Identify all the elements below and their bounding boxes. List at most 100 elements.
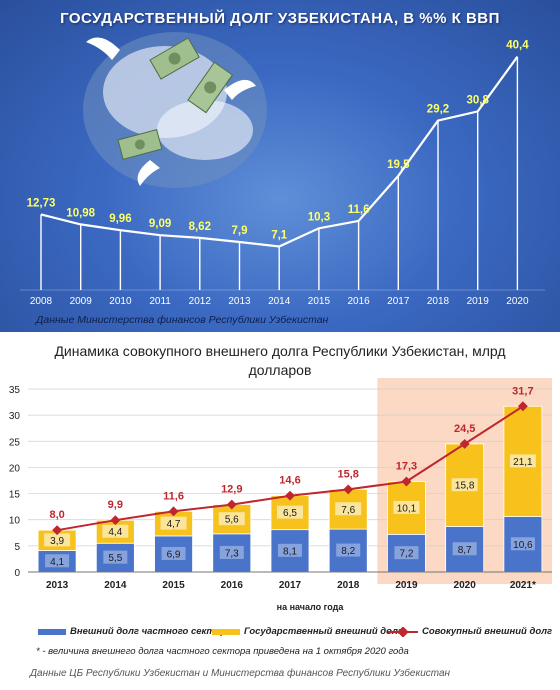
x-axis-title: на начало года	[276, 602, 344, 612]
data-label-private: 8,2	[341, 546, 355, 557]
external-debt-chart-title: Динамика совокупного внешнего долга Респ…	[54, 343, 506, 378]
label-box-state	[509, 454, 536, 468]
x-tick-label: 2018	[427, 296, 450, 307]
data-label: 30,8	[467, 94, 490, 106]
legend-swatch-total	[388, 626, 418, 637]
data-label-total: 12,9	[221, 484, 242, 496]
label-box-state	[335, 502, 362, 516]
data-label-total: 8,0	[49, 509, 64, 521]
data-label: 40,4	[506, 40, 529, 52]
total-debt-marker	[226, 499, 237, 510]
label-box-state	[451, 478, 478, 492]
data-label-state: 7,6	[341, 505, 355, 516]
total-debt-marker	[285, 490, 295, 501]
legend-label-state: Государственный внешний долг	[244, 626, 403, 637]
label-box-private	[219, 545, 244, 559]
data-label-state: 4,7	[167, 519, 181, 530]
x-tick-label: 2019	[395, 580, 418, 591]
label-box-state	[218, 512, 245, 526]
x-tick-label: 2020	[506, 296, 529, 307]
x-tick-label: 2014	[268, 296, 291, 307]
label-box-private	[161, 546, 186, 560]
x-tick-label: 2013	[228, 296, 251, 307]
y-tick-label: 25	[9, 437, 21, 448]
total-debt-marker	[517, 401, 528, 412]
legend-swatch-private	[38, 628, 66, 635]
label-box-private	[510, 537, 535, 551]
data-label: 9,09	[149, 218, 171, 230]
legend-label-private: Внешний долг частного сектора	[70, 626, 232, 637]
x-tick-label: 2021*	[510, 580, 536, 591]
footnote: * - величина внешнего долга частного сек…	[36, 646, 409, 657]
label-box-private	[45, 554, 70, 568]
data-label-private: 7,2	[399, 549, 413, 560]
data-label: 29,2	[427, 104, 449, 116]
public-debt-source: Данные Министерства финансов Республики …	[36, 314, 329, 326]
label-box-private	[278, 543, 302, 557]
data-label-state: 10,1	[397, 503, 417, 514]
data-label: 12,73	[27, 197, 56, 209]
data-label: 9,96	[109, 213, 131, 225]
x-tick-label: 2008	[30, 296, 53, 307]
data-label: 7,9	[232, 225, 248, 237]
data-label-state: 15,8	[455, 481, 475, 492]
x-tick-label: 2015	[308, 296, 331, 307]
legend-item-total: Совокупный внешний долг	[388, 626, 552, 637]
x-tick-label: 2011	[149, 296, 171, 307]
total-debt-marker	[343, 484, 354, 495]
x-tick-label: 2010	[109, 296, 132, 307]
x-tick-label: 2013	[46, 580, 69, 591]
data-label: 8,62	[189, 221, 211, 233]
external-debt-chart: 0 5 10 15 20 25 30 35 4,1 3,9 5,5 4,4 6,9 4,7 7,3 5,6 8…	[0, 332, 560, 690]
x-tick-label: 2017	[279, 580, 302, 591]
external-debt-plot: 0 5 10 15 20 25 30 35 4,1 3,9 5,5 4,4 6,9 4,7 7,3 5,6 8…	[9, 378, 552, 591]
data-label: 19,5	[387, 159, 410, 171]
y-tick-label: 0	[14, 568, 20, 579]
data-label: 10,3	[308, 211, 330, 223]
data-label-private: 8,1	[283, 546, 297, 557]
data-label-total: 31,7	[512, 385, 533, 397]
public-debt-chart-title: ГОСУДАРСТВЕННЫЙ ДОЛГ УЗБЕКИСТАНА, В %% К…	[60, 10, 500, 27]
y-tick-label: 10	[9, 516, 21, 527]
data-label-state: 5,6	[225, 515, 239, 526]
y-tick-label: 15	[9, 490, 21, 501]
data-label-private: 8,7	[458, 545, 472, 556]
data-label-state: 21,1	[513, 457, 533, 468]
label-box-state	[393, 500, 420, 514]
x-tick-label: 2018	[337, 580, 360, 591]
label-box-private	[336, 543, 361, 557]
label-box-state	[102, 524, 129, 538]
y-tick-label: 20	[9, 463, 21, 474]
data-label-state: 4,4	[108, 527, 122, 538]
data-label-private: 5,5	[108, 553, 122, 564]
label-box-private	[103, 550, 128, 564]
data-label: 7,1	[271, 230, 288, 242]
data-label: 10,98	[66, 207, 95, 219]
data-label-total: 14,6	[279, 475, 300, 487]
x-tick-label: 2016	[347, 296, 370, 307]
external-debt-source: Данные ЦБ Республики Узбекистан и Минист…	[30, 668, 451, 679]
label-box-state	[277, 505, 303, 519]
data-label-total: 15,8	[338, 468, 359, 480]
data-label-total: 11,6	[163, 490, 184, 502]
x-tick-label: 2020	[454, 580, 477, 591]
y-tick-label: 30	[9, 411, 21, 422]
data-label-state: 6,5	[283, 508, 297, 519]
data-label-private: 4,1	[50, 557, 64, 568]
data-label-total: 17,3	[396, 461, 417, 473]
x-tick-label: 2019	[467, 296, 490, 307]
x-tick-label: 2009	[70, 296, 93, 307]
legend-item-private: Внешний долг частного сектора	[38, 626, 232, 637]
x-tick-label: 2016	[221, 580, 244, 591]
data-label-private: 7,3	[225, 548, 239, 559]
public-debt-line	[40, 56, 519, 248]
label-box-state	[160, 516, 187, 530]
legend-label-total: Совокупный внешний долг	[422, 626, 553, 637]
legend-swatch-state	[212, 628, 240, 635]
data-label-state: 3,9	[50, 536, 64, 547]
label-box-private	[394, 546, 419, 560]
flying-money-illustration	[83, 32, 267, 188]
public-debt-gdp-plot: 2008 2009 2010 2011 2012 2013 2014 2015 2016 2017…	[20, 32, 545, 307]
total-debt-marker	[168, 506, 179, 517]
y-tick-label: 35	[9, 385, 21, 396]
